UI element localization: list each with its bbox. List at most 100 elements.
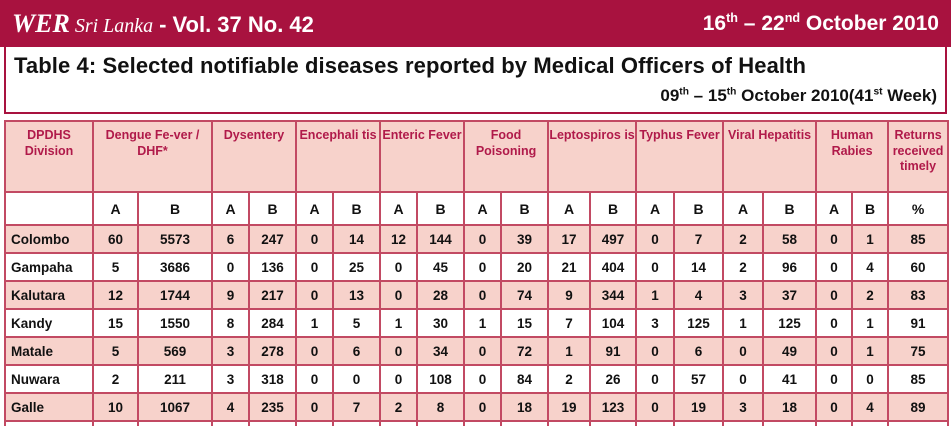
cut-off-cell [416, 420, 466, 426]
count-b-cell: 108 [416, 364, 466, 394]
count-b-cell: 318 [247, 364, 298, 394]
returns-percent-cell: 85 [887, 224, 950, 254]
count-b-cell: 6 [673, 336, 725, 366]
week-end-day: 15 [707, 86, 727, 105]
division-name-cell: Matale [4, 336, 94, 366]
count-a-cell: 0 [722, 364, 765, 394]
division-name-cell: Kalutara [4, 280, 94, 310]
count-a-cell: 0 [463, 252, 503, 282]
count-b-cell: 404 [589, 252, 638, 282]
returns-percent-cell: 85 [887, 364, 950, 394]
count-b-cell: 0 [851, 364, 890, 394]
count-b-cell: 18 [500, 392, 550, 422]
count-a-cell: 9 [547, 280, 592, 310]
count-b-cell: 74 [500, 280, 550, 310]
count-b-cell: 3686 [137, 252, 213, 282]
count-a-cell: 0 [295, 280, 335, 310]
count-a-cell: 3 [211, 364, 250, 394]
subheader-a: A [815, 191, 854, 226]
returns-percent-cell: 91 [887, 308, 950, 338]
week-label: Week) [882, 86, 937, 105]
count-b-cell: 14 [673, 252, 725, 282]
count-a-cell: 0 [295, 224, 335, 254]
week-dash: – [693, 86, 704, 105]
returns-percent-cell: 83 [887, 280, 950, 310]
count-a-cell: 0 [379, 280, 419, 310]
count-a-cell: 5 [92, 252, 139, 282]
count-a-cell: 1 [379, 308, 419, 338]
count-b-cell: 123 [589, 392, 638, 422]
header-returns: Returns received timely [887, 120, 950, 193]
cut-off-cell [92, 420, 139, 426]
banner-separator: - [159, 11, 167, 37]
count-b-cell: 34 [416, 336, 466, 366]
count-a-cell: 0 [463, 224, 503, 254]
cut-off-cell [500, 420, 550, 426]
subheader-b: B [137, 191, 213, 226]
subheader-b: B [416, 191, 466, 226]
count-a-cell: 12 [379, 224, 419, 254]
header-division: DPDHS Division [4, 120, 94, 193]
count-b-cell: 49 [762, 336, 818, 366]
count-b-cell: 6 [332, 336, 382, 366]
count-a-cell: 0 [635, 336, 676, 366]
week-start-day: 09 [660, 86, 680, 105]
count-b-cell: 344 [589, 280, 638, 310]
publication-name: WER [12, 8, 70, 38]
count-b-cell: 125 [673, 308, 725, 338]
count-a-cell: 0 [379, 336, 419, 366]
subheader-b: B [332, 191, 382, 226]
cut-off-cell [762, 420, 818, 426]
count-a-cell: 0 [211, 252, 250, 282]
subheader-a: A [295, 191, 335, 226]
subheader-b: B [851, 191, 890, 226]
count-b-cell: 2 [851, 280, 890, 310]
issue-month-year: October 2010 [805, 11, 939, 35]
cut-off-cell [722, 420, 765, 426]
count-a-cell: 0 [635, 392, 676, 422]
count-a-cell: 1 [547, 336, 592, 366]
count-b-cell: 15 [500, 308, 550, 338]
count-a-cell: 0 [463, 280, 503, 310]
count-b-cell: 5 [332, 308, 382, 338]
count-b-cell: 278 [247, 336, 298, 366]
count-b-cell: 30 [416, 308, 466, 338]
count-b-cell: 37 [762, 280, 818, 310]
count-a-cell: 3 [635, 308, 676, 338]
cut-off-cell [379, 420, 419, 426]
count-a-cell: 0 [379, 252, 419, 282]
count-b-cell: 0 [332, 364, 382, 394]
count-a-cell: 0 [815, 252, 854, 282]
count-b-cell: 211 [137, 364, 213, 394]
subheader-b: B [589, 191, 638, 226]
count-b-cell: 57 [673, 364, 725, 394]
count-a-cell: 1 [722, 308, 765, 338]
count-a-cell: 0 [815, 224, 854, 254]
count-b-cell: 14 [332, 224, 382, 254]
returns-percent-cell: 60 [887, 252, 950, 282]
column-header-row: DPDHS Division Dengue Fe-ver / DHF* Dyse… [4, 120, 950, 193]
count-a-cell: 2 [722, 224, 765, 254]
cut-off-cell [635, 420, 676, 426]
count-a-cell: 2 [722, 252, 765, 282]
count-a-cell: 4 [211, 392, 250, 422]
issue-date-dash: – [743, 11, 756, 35]
count-b-cell: 136 [247, 252, 298, 282]
count-b-cell: 1 [851, 308, 890, 338]
header-leptospirosis: Leptospiros is [547, 120, 638, 193]
count-b-cell: 58 [762, 224, 818, 254]
count-b-cell: 28 [416, 280, 466, 310]
header-human-rabies: Human Rabies [815, 120, 890, 193]
cut-off-cell [247, 420, 298, 426]
table-row: Kalutara 12 1744 9 217 0 13 0 28 0 74 9 344 1 4 3 37 0 2 83 [4, 280, 950, 310]
division-name-cell: Colombo [4, 224, 94, 254]
table-row: Colombo 60 5573 6 247 0 14 12 144 0 39 17 497 0 7 2 58 0 1… [4, 224, 950, 254]
week-number-suffix: st [873, 86, 883, 98]
count-a-cell: 1 [635, 280, 676, 310]
count-a-cell: 0 [295, 336, 335, 366]
count-b-cell: 144 [416, 224, 466, 254]
cut-off-cell [673, 420, 725, 426]
count-a-cell: 3 [722, 392, 765, 422]
count-b-cell: 7 [673, 224, 725, 254]
